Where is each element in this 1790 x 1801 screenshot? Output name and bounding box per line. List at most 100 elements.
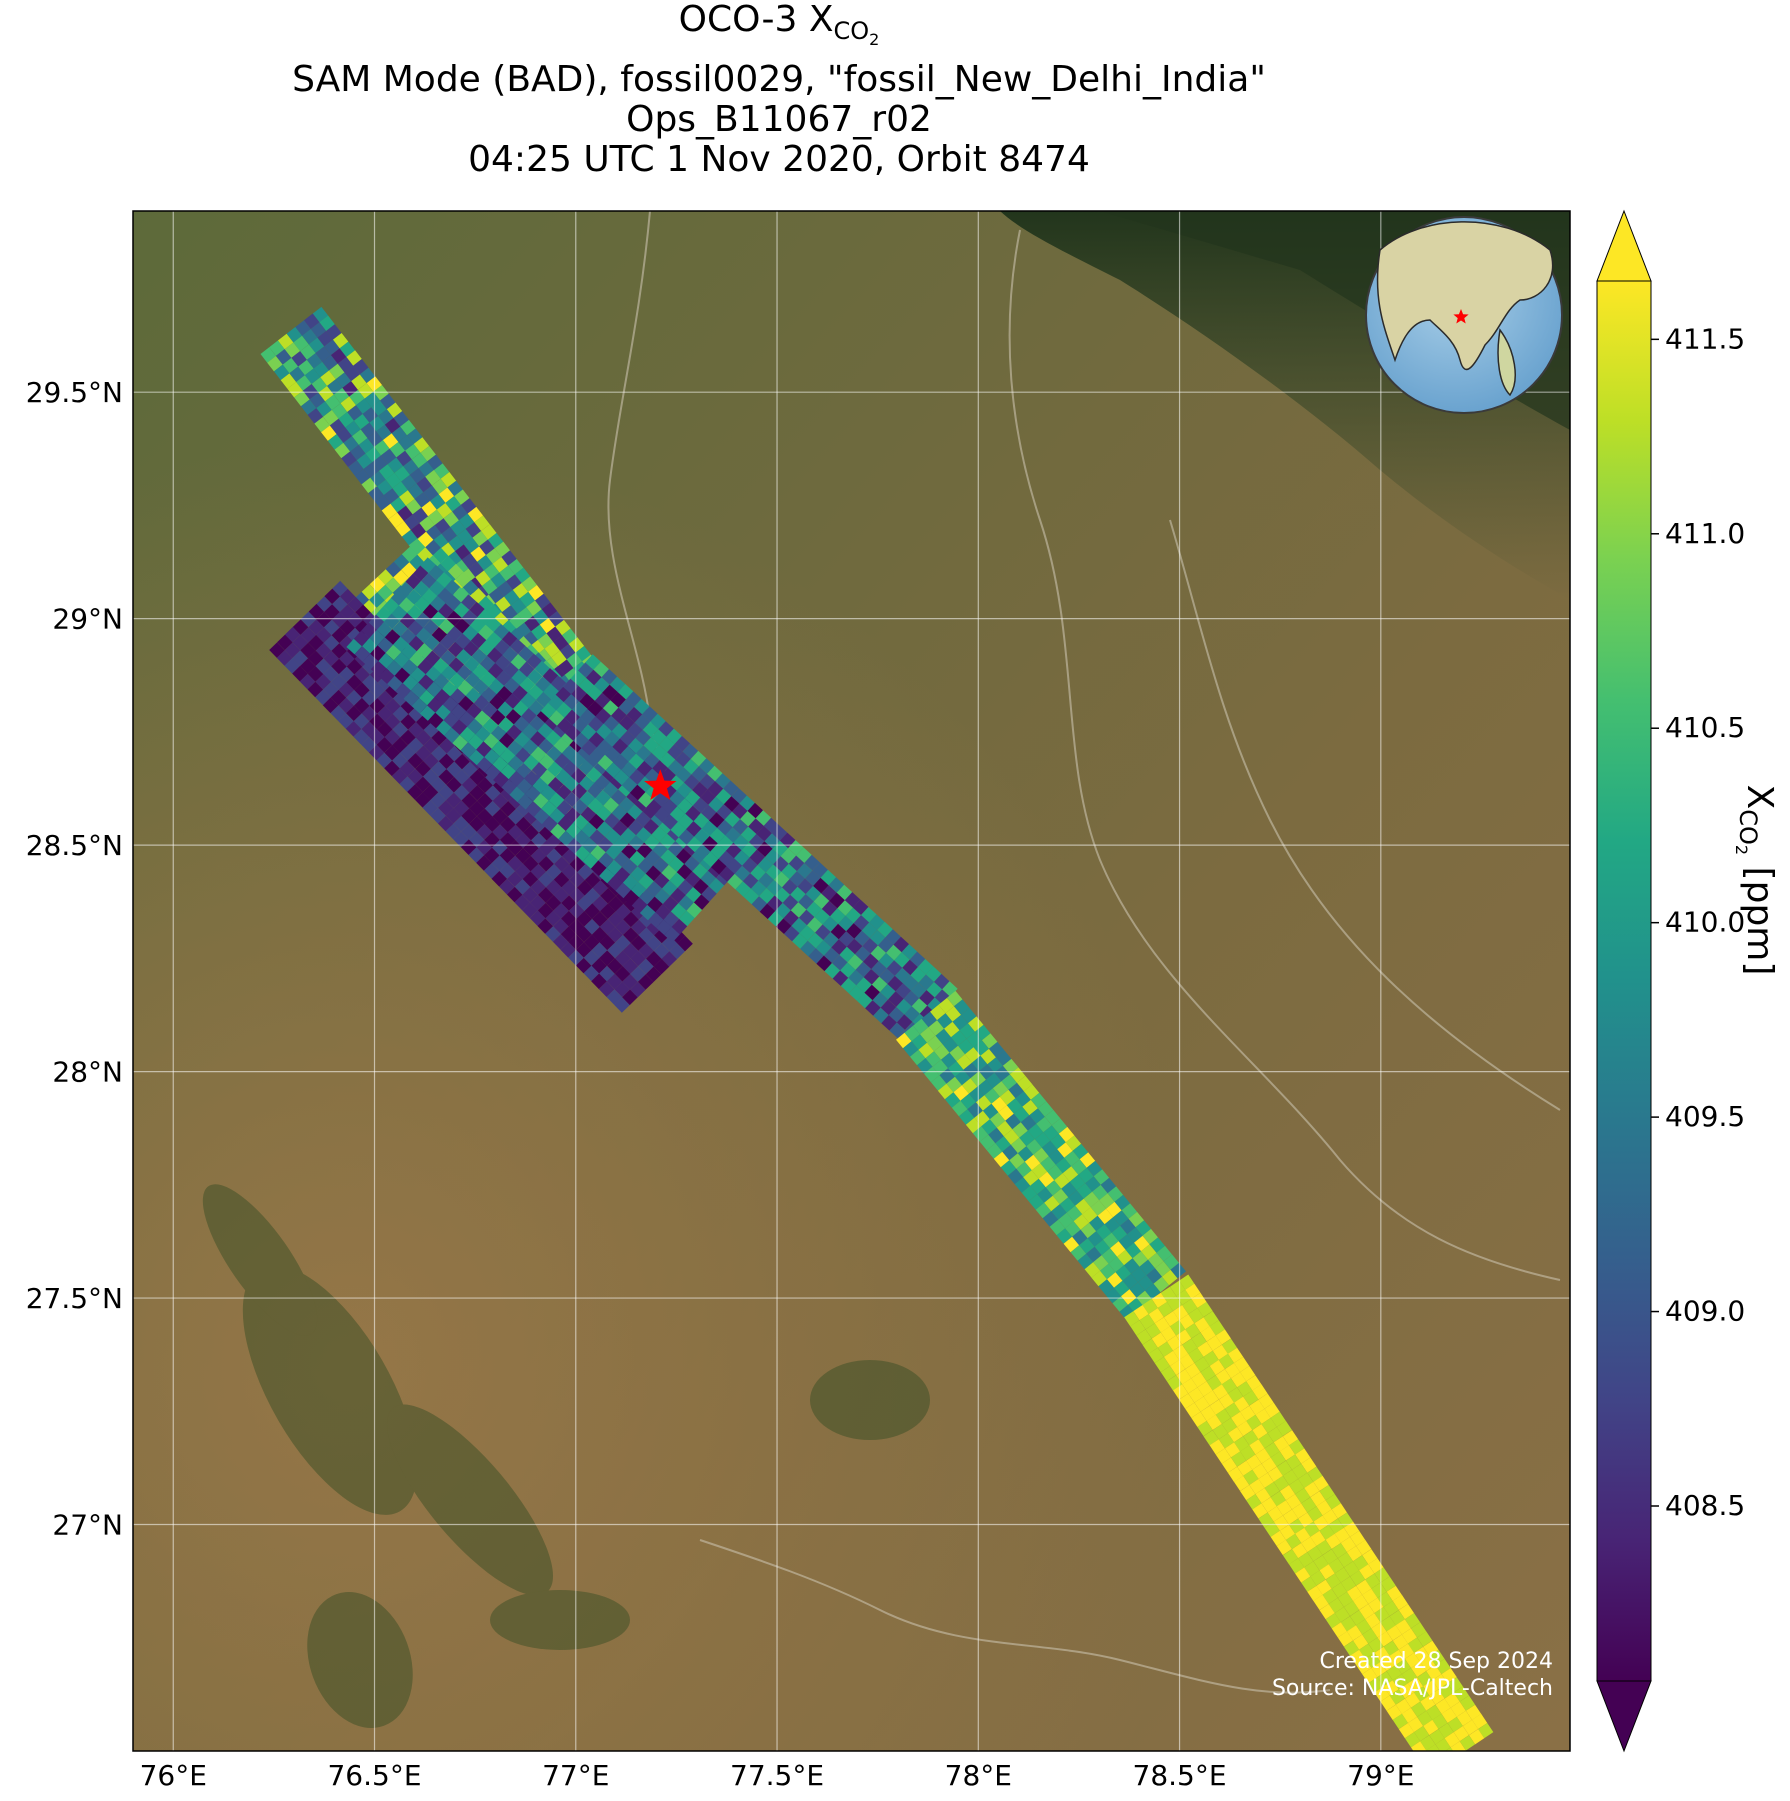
swath-pixel bbox=[1276, 1500, 1292, 1516]
swath-pixel bbox=[399, 490, 415, 506]
swath-pixel bbox=[1246, 1375, 1262, 1391]
swath-pixel bbox=[499, 878, 515, 895]
swath-pixel bbox=[1149, 1237, 1165, 1253]
swath-pixel bbox=[1386, 1625, 1402, 1641]
swath-pixel bbox=[1356, 1619, 1372, 1635]
swath-pixel bbox=[1057, 1142, 1073, 1158]
swath-pixel bbox=[600, 888, 616, 904]
swath-pixel bbox=[1295, 1448, 1311, 1464]
swath-pixel bbox=[1052, 1188, 1069, 1205]
swath-pixel bbox=[1127, 1227, 1143, 1243]
swath-pixel bbox=[1173, 1304, 1189, 1321]
swath-pixel bbox=[430, 807, 446, 824]
swath-pixel bbox=[538, 887, 554, 903]
swath-pixel bbox=[1087, 1231, 1104, 1247]
swath-pixel bbox=[998, 1105, 1014, 1121]
swath-pixel bbox=[1282, 1509, 1299, 1525]
swath-pixel bbox=[402, 675, 419, 691]
swath-pixel bbox=[524, 615, 540, 632]
swath-pixel bbox=[979, 1134, 996, 1151]
swath-pixel bbox=[1255, 1408, 1271, 1424]
swath-pixel bbox=[384, 745, 400, 761]
swath-pixel bbox=[477, 777, 493, 793]
swath-pixel bbox=[823, 947, 840, 964]
swath-pixel bbox=[309, 392, 326, 409]
swath-pixel bbox=[1218, 1433, 1235, 1449]
swath-pixel bbox=[1179, 1314, 1195, 1330]
swath-pixel bbox=[447, 480, 463, 497]
swath-pixel bbox=[950, 1030, 967, 1046]
swath-pixel bbox=[573, 814, 589, 831]
swath-pixel bbox=[1191, 1292, 1207, 1309]
swath-pixel bbox=[500, 801, 516, 817]
swath-pixel bbox=[403, 514, 420, 530]
swath-pixel bbox=[1212, 1423, 1228, 1440]
swath-pixel bbox=[1386, 1704, 1402, 1720]
swath-pixel bbox=[491, 740, 508, 757]
swath-pixel bbox=[755, 810, 772, 826]
swath-pixel bbox=[441, 527, 457, 543]
swath-pixel bbox=[354, 468, 371, 485]
swath-pixel bbox=[1072, 1143, 1089, 1160]
swath-pixel bbox=[1420, 1695, 1436, 1711]
swath-pixel bbox=[522, 887, 538, 903]
swath-pixel bbox=[299, 673, 316, 690]
swath-pixel bbox=[1426, 1704, 1442, 1720]
swath-pixel bbox=[330, 348, 347, 364]
swath-pixel bbox=[384, 613, 400, 630]
lat-tick-label: 28.5°N bbox=[26, 829, 123, 862]
colorbar-tick-label: 410.5 bbox=[1665, 711, 1745, 744]
swath-pixel bbox=[1148, 1307, 1164, 1324]
swath-pixel bbox=[331, 627, 348, 644]
swath-pixel bbox=[445, 496, 461, 512]
swath-pixel bbox=[423, 485, 439, 501]
swath-pixel bbox=[554, 753, 571, 769]
swath-pixel bbox=[1121, 1203, 1138, 1219]
swath-pixel bbox=[392, 706, 409, 722]
swath-pixel bbox=[1227, 1466, 1244, 1482]
swath-pixel bbox=[372, 455, 388, 471]
swath-pixel bbox=[1325, 1494, 1341, 1510]
swath-pixel bbox=[1079, 1238, 1095, 1254]
swath-pixel bbox=[601, 669, 618, 685]
swath-pixel bbox=[1064, 1150, 1080, 1167]
swath-pixel bbox=[1124, 1258, 1140, 1274]
swath-pixel bbox=[1310, 1491, 1326, 1507]
swath-pixel bbox=[1292, 1463, 1308, 1479]
swath-pixel bbox=[1456, 1710, 1472, 1727]
swath-pixel bbox=[499, 565, 515, 582]
swath-pixel bbox=[533, 609, 549, 625]
swath-pixel bbox=[440, 649, 456, 666]
swath-pixel bbox=[474, 515, 490, 531]
swath-pixel bbox=[1028, 1194, 1045, 1210]
swath-pixel bbox=[304, 368, 321, 384]
swath-pixel bbox=[1359, 1603, 1375, 1620]
swath-pixel bbox=[1429, 1689, 1445, 1705]
swath-pixel bbox=[956, 1054, 972, 1070]
colorbar-ticks: 408.5 409.0 409.5 410.0 410.5 411.0 411.5 bbox=[1651, 322, 1745, 1522]
swath-pixel bbox=[1289, 1518, 1305, 1534]
swath-pixel bbox=[1380, 1655, 1396, 1672]
swath-pixel bbox=[353, 413, 370, 430]
swath-pixel bbox=[499, 863, 515, 879]
swath-pixel bbox=[553, 918, 569, 935]
swath-pixel bbox=[1478, 1722, 1494, 1739]
swath-pixel bbox=[506, 574, 522, 590]
swath-pixel bbox=[1100, 1263, 1116, 1280]
swath-pixel bbox=[469, 785, 485, 801]
swath-pixel bbox=[1048, 1149, 1065, 1165]
globe-land bbox=[1376, 221, 1554, 371]
swath-pixel bbox=[400, 714, 416, 730]
swath-pixel bbox=[315, 658, 332, 675]
swath-pixel bbox=[449, 672, 465, 689]
swath-pixel bbox=[1148, 1252, 1164, 1269]
swath-pixel bbox=[708, 878, 725, 894]
swath-pixel bbox=[409, 468, 426, 484]
swath-pixel bbox=[1301, 1576, 1317, 1592]
swath-pixel bbox=[353, 358, 369, 375]
swath-pixel bbox=[546, 626, 562, 643]
swath-pixel bbox=[1417, 1631, 1433, 1647]
swath-pixel bbox=[1034, 1132, 1051, 1148]
swath-pixel bbox=[1252, 1384, 1268, 1400]
swath-pixel bbox=[1322, 1509, 1338, 1525]
